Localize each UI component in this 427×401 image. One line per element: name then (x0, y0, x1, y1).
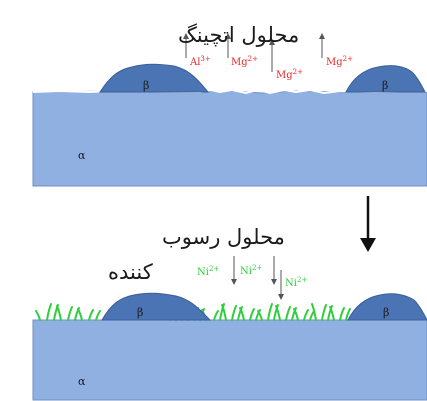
nickel-strand (88, 309, 94, 321)
nickel-strand (321, 304, 327, 321)
bottom-ion-1: Ni2+ (197, 265, 219, 278)
nickel-strand (95, 310, 101, 321)
top-ion-3: Mg2+ (276, 68, 303, 81)
top-beta-label-left: β (143, 79, 149, 92)
top-beta-left (99, 63, 210, 93)
bottom-panel: محلول رسوب کننده Ni2+ Ni2+ Ni2+ β β α (32, 225, 427, 401)
top-solution-label: محلول اتچینگ (178, 23, 299, 47)
bottom-alpha-label: α (78, 375, 86, 388)
top-beta-right (345, 65, 426, 93)
top-ion-4: Mg2+ (326, 55, 353, 68)
nickel-strand (309, 310, 315, 321)
nickel-strand (56, 305, 62, 321)
nickel-strand (273, 304, 279, 321)
nickel-strand (213, 310, 219, 321)
bottom-beta-left (101, 292, 212, 321)
nickel-strand (285, 306, 291, 321)
nickel-strand (327, 305, 333, 321)
nickel-strand (249, 308, 255, 321)
nickel-strand (219, 303, 225, 321)
nickel-strand (67, 306, 73, 321)
top-beta-label-right: β (382, 79, 388, 92)
nickel-strand (255, 309, 261, 321)
nickel-strand (239, 307, 245, 321)
nickel-strand (237, 306, 243, 321)
bottom-ion-2: Ni2+ (240, 264, 262, 277)
bottom-solution-label-line1: محلول رسوب (162, 225, 285, 249)
nickel-strand (329, 306, 335, 321)
process-arrow (360, 196, 376, 252)
nickel-strand (267, 303, 273, 321)
nickel-strand (303, 309, 309, 321)
top-panel: β β α Al3+ Mg2+ Mg2+ Mg2+ محلول اتچینگ ب (32, 23, 427, 187)
bottom-ion-3: Ni2+ (285, 276, 307, 289)
nickel-strand (46, 303, 52, 321)
nickel-strand (311, 303, 317, 321)
top-alpha-substrate (32, 90, 427, 187)
nickel-strand (77, 308, 83, 321)
nickel-strand (345, 308, 351, 321)
bottom-alpha-substrate (32, 319, 427, 401)
nickel-strand (221, 304, 227, 321)
nickel-strand (339, 307, 345, 321)
top-ion-2: Mg2+ (231, 55, 258, 68)
nickel-strand (231, 305, 237, 321)
nickel-strand (275, 305, 281, 321)
bottom-beta-label-right: β (383, 306, 389, 319)
top-alpha-label: α (78, 149, 86, 162)
top-ion-1: Al3+ (189, 55, 211, 68)
nickel-strand (293, 308, 299, 321)
bottom-solution-label-line2: کننده (108, 260, 153, 284)
bottom-beta-right (347, 293, 427, 321)
nickel-strand (257, 310, 263, 321)
bottom-beta-label-left: β (137, 306, 143, 319)
nickel-strand (291, 307, 297, 321)
nickel-strand (35, 310, 41, 321)
